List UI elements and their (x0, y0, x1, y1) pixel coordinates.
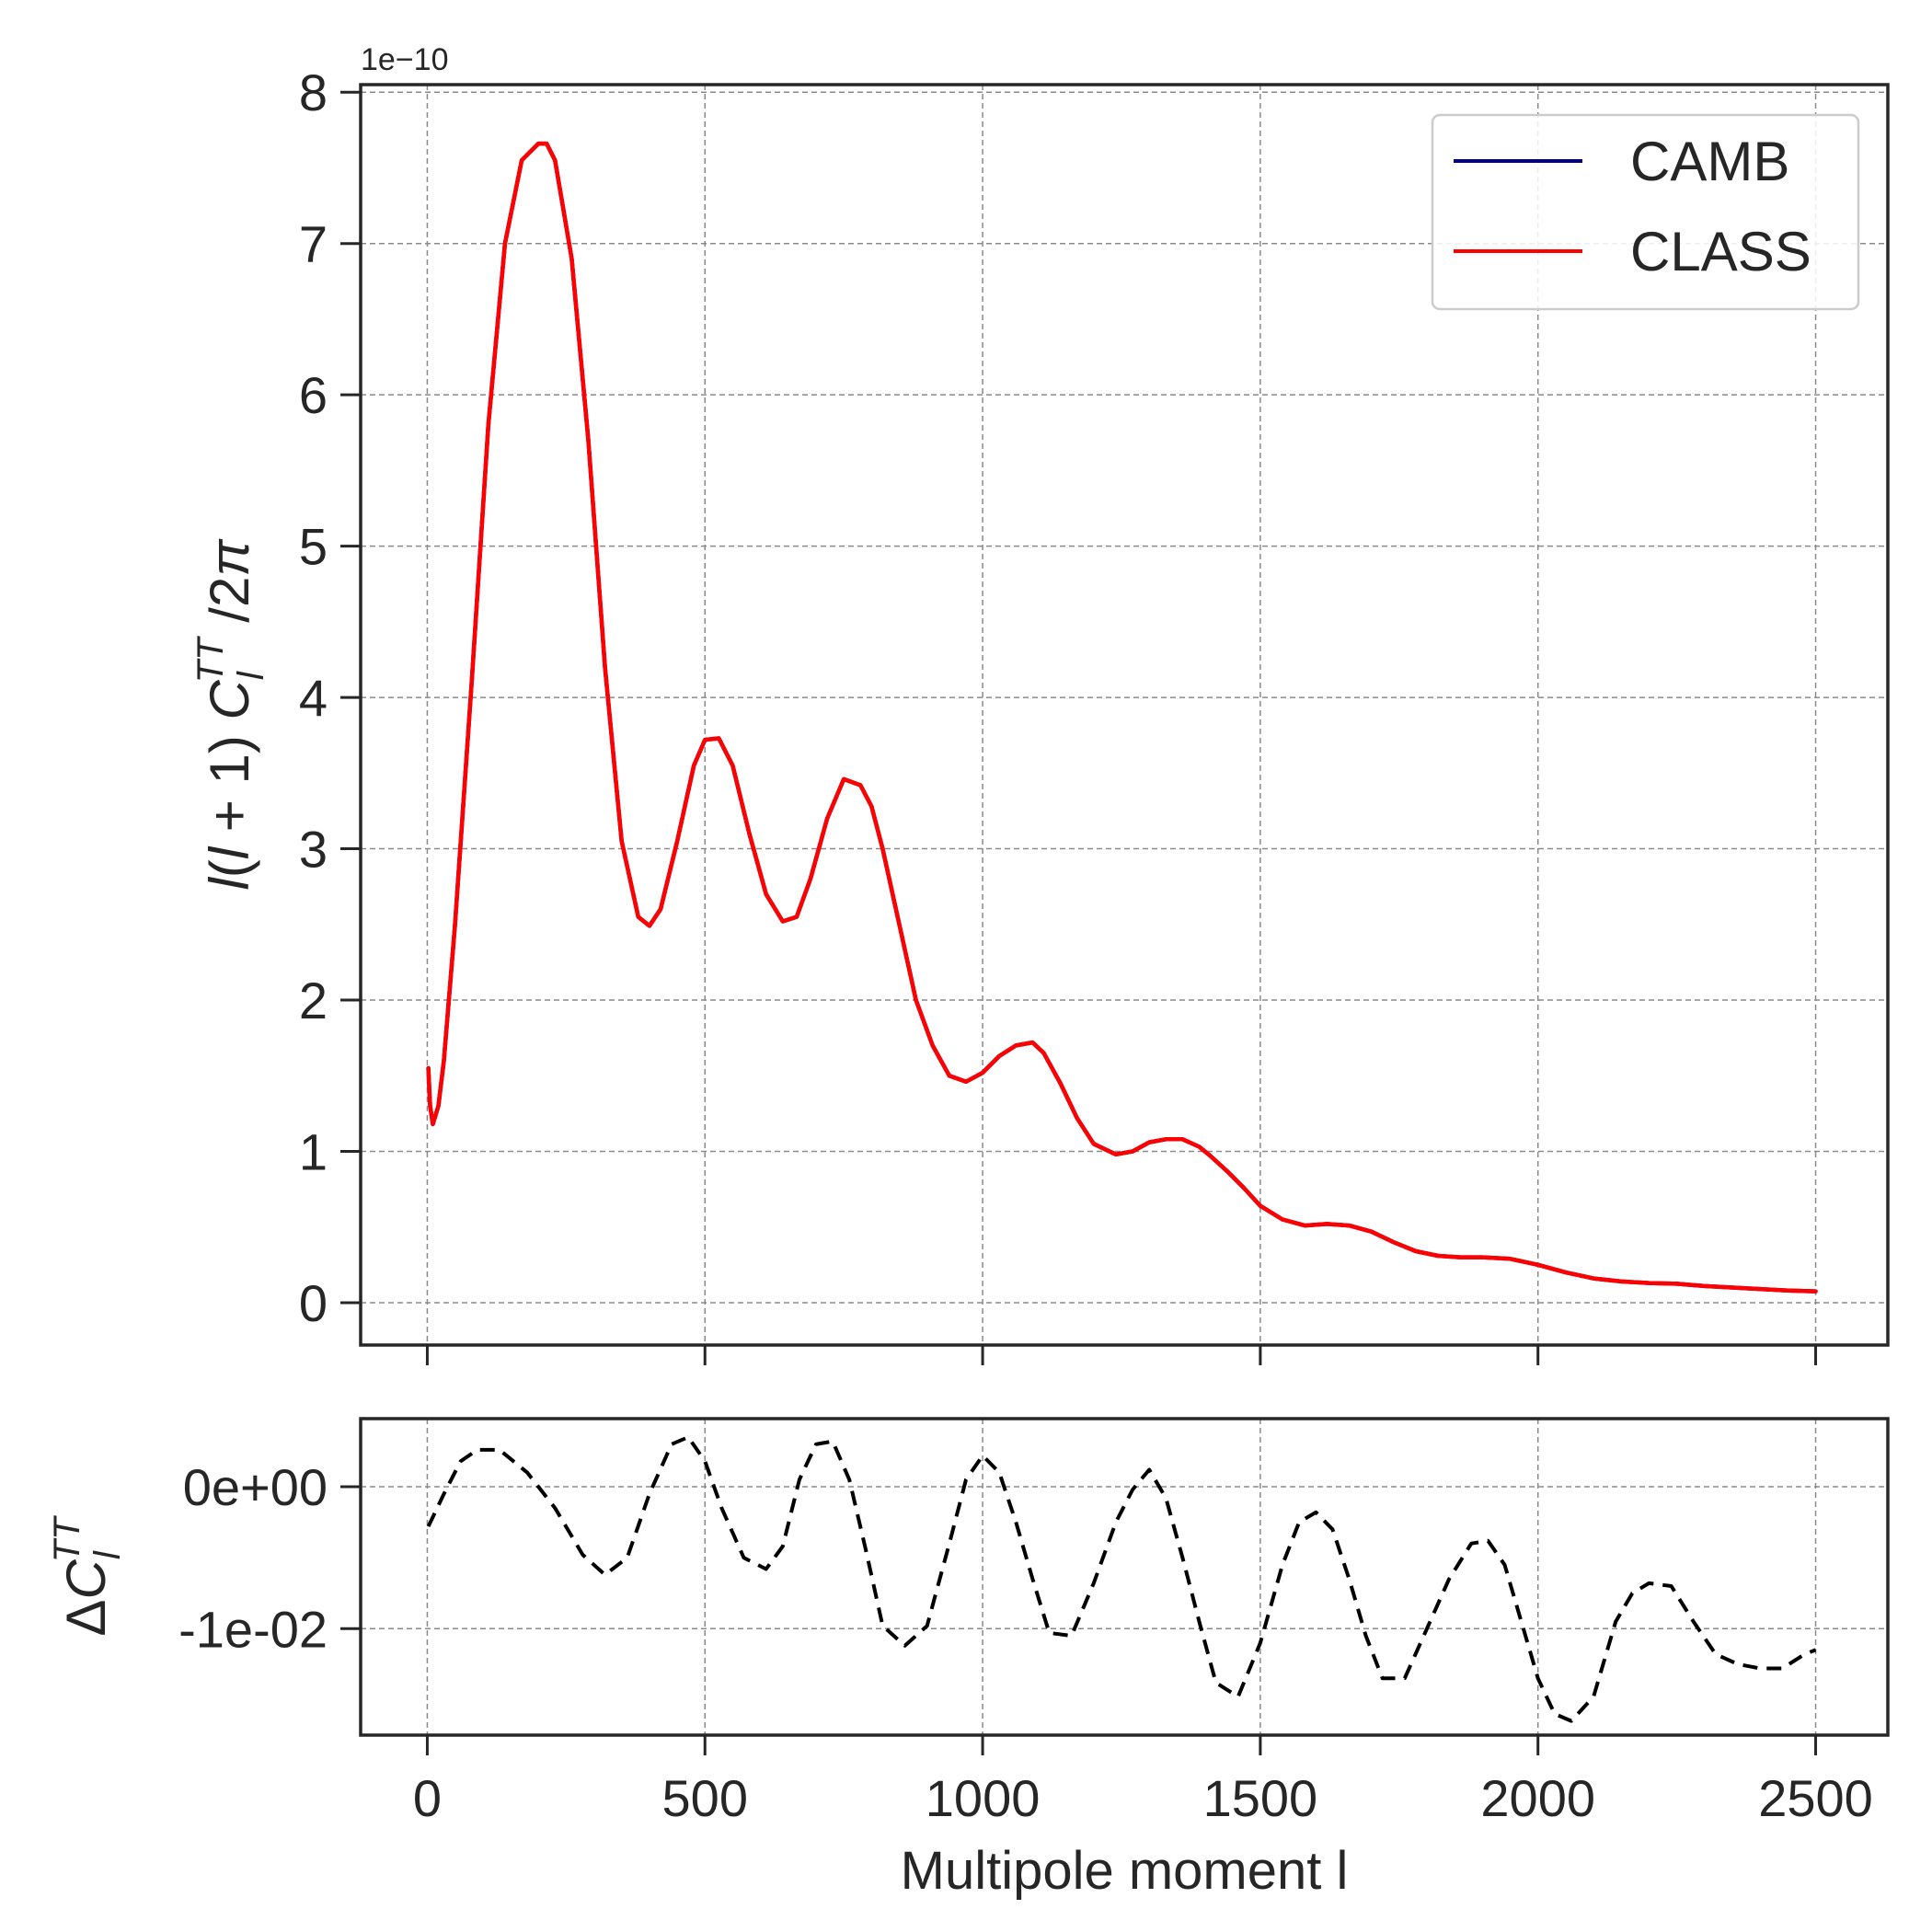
legend-label-class: CLASS (1630, 221, 1811, 282)
x-tick-label: 2000 (1480, 1769, 1595, 1827)
difference-y-tick-label: 0e+00 (183, 1458, 328, 1516)
spectrum-lines (426, 141, 1818, 1294)
x-tick-label: 1000 (926, 1769, 1041, 1827)
spectrum-y-tick-label: 7 (299, 215, 328, 273)
legend: CAMB CLASS (1431, 113, 1860, 311)
spectrum-y-tick-label: 1 (299, 1122, 328, 1180)
spectrum-panel: 0 1 2 3 4 5 6 7 8 1e−10 l(l + 1) ClTT /2π CAMB C… (190, 42, 1890, 1365)
spectrum-ticks: 0 1 2 3 4 5 6 7 8 (299, 63, 1818, 1365)
spectrum-y-tick-label: 2 (299, 972, 328, 1029)
spectrum-plot-frame (359, 83, 1890, 1347)
legend-frame (1431, 113, 1860, 311)
legend-label-camb: CAMB (1630, 131, 1789, 192)
difference-lines (426, 1435, 1817, 1723)
x-tick-label: 1500 (1203, 1769, 1318, 1827)
x-tick-label: 2500 (1758, 1769, 1873, 1827)
spectrum-y-tick-label: 3 (299, 821, 328, 879)
spectrum-y-tick-label: 5 (299, 518, 328, 576)
spectrum-y-tick-label: 6 (299, 366, 328, 424)
difference-series-line (426, 1435, 1817, 1723)
spectrum-y-tick-label: 8 (299, 63, 328, 121)
difference-y-tick-label: -1e-02 (178, 1600, 328, 1658)
class-series-line (426, 141, 1818, 1294)
x-tick-label: 0 (413, 1769, 442, 1827)
difference-ticks: 0 500 1000 1500 2000 2500 0e+00 -1e-02 (178, 1458, 1873, 1827)
difference-grid (361, 1419, 1888, 1735)
difference-y-axis-label: ΔClTT (47, 1515, 128, 1637)
x-axis-label: Multipole moment l (901, 1841, 1349, 1901)
spectrum-y-axis-label: l(l + 1) ClTT /2π (190, 538, 271, 891)
spectrum-grid (361, 85, 1888, 1345)
spectrum-y-tick-label: 4 (299, 669, 328, 727)
difference-plot-frame (359, 1417, 1890, 1737)
y-offset-text: 1e−10 (361, 42, 449, 77)
difference-panel: 0 500 1000 1500 2000 2500 0e+00 -1e-02 ΔClTT Mu… (47, 1417, 1890, 1901)
x-tick-label: 500 (662, 1769, 748, 1827)
spectrum-y-tick-label: 0 (299, 1274, 328, 1332)
